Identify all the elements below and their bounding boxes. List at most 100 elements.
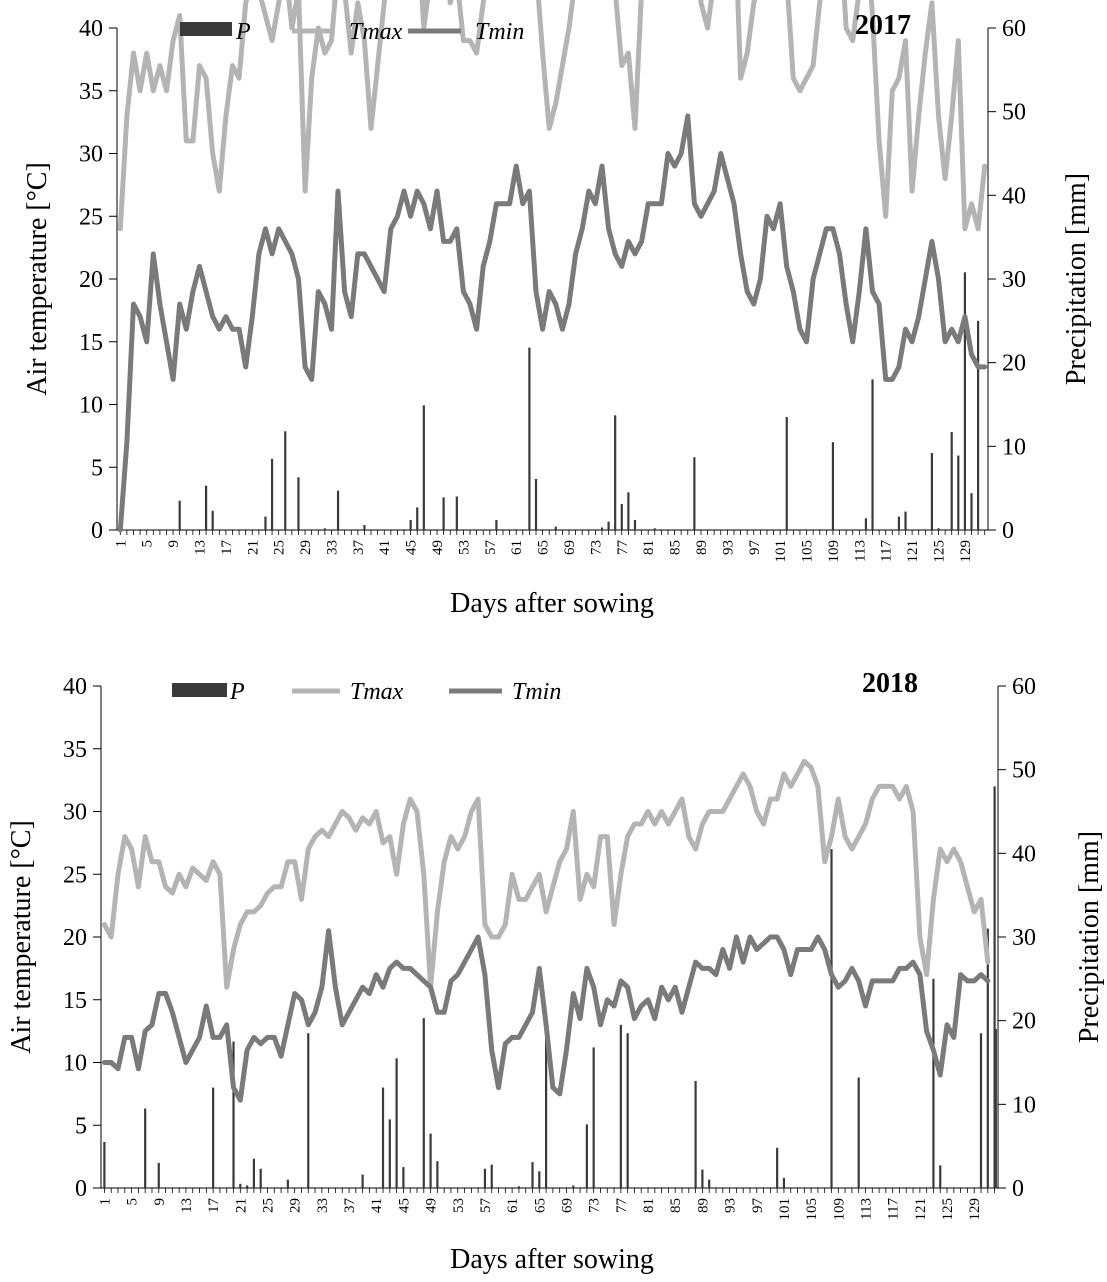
x-tick-label: 113 (852, 540, 868, 562)
precipitation-bar (963, 272, 967, 530)
x-tick-label: 105 (800, 540, 816, 563)
left-tick-label: 35 (63, 737, 87, 763)
x-tick-label: 85 (668, 1198, 684, 1213)
legend-p-swatch (180, 22, 232, 36)
x-tick-label: 97 (750, 1198, 766, 1214)
x-tick-label: 5 (140, 540, 156, 548)
precipitation-bar (490, 1164, 493, 1188)
x-tick-label: 21 (233, 1198, 249, 1213)
precipitation-bar (831, 442, 835, 530)
x-tick-label: 101 (773, 540, 789, 563)
x-tick-label: 101 (777, 1198, 793, 1221)
precipitation-bar (144, 1108, 147, 1188)
precipitation-bar (395, 1058, 398, 1188)
precipitation-bar (336, 490, 340, 530)
x-tick-label: 73 (588, 540, 604, 555)
precipitation-bar (620, 504, 623, 530)
x-tick-label: 113 (858, 1198, 874, 1220)
x-tick-label: 49 (430, 540, 446, 555)
left-tick-label: 20 (63, 925, 87, 951)
x-tick-label: 33 (315, 1198, 331, 1213)
precipitation-bar (619, 1024, 622, 1188)
x-tick-label: 29 (298, 540, 314, 555)
precipitation-bar (284, 431, 287, 530)
left-tick-label: 0 (75, 1176, 87, 1202)
precipitation-bar (545, 1018, 548, 1188)
left-tick-label: 30 (79, 142, 103, 168)
precipitation-bar (585, 1124, 588, 1188)
x-tick-label: 61 (505, 1198, 521, 1213)
x-tick-label: 81 (641, 540, 657, 555)
right-tick-label: 20 (1012, 1009, 1036, 1035)
right-tick-label: 50 (1012, 758, 1036, 784)
precipitation-bar (785, 417, 788, 530)
left-tick-label: 25 (79, 204, 103, 230)
legend-p-label: P (229, 679, 245, 705)
precipitation-bar (653, 528, 656, 530)
precipitation-bar (252, 1158, 255, 1188)
precipitation-bar (937, 528, 940, 530)
x-axis-title: Days after sowing (450, 588, 654, 619)
precipitation-bar (633, 519, 637, 530)
x-tick-label: 41 (369, 1198, 385, 1213)
precipitation-bar (264, 516, 267, 530)
x-tick-label: 17 (206, 1198, 222, 1214)
x-tick-label: 61 (509, 540, 525, 555)
left-tick-label: 40 (79, 16, 103, 42)
y-axis-title-right: Precipitation [mm] (1061, 173, 1092, 385)
precipitation-bar (259, 1168, 262, 1188)
precipitation-bar (592, 1047, 595, 1188)
left-tick-label: 20 (79, 267, 103, 293)
precipitation-bar (977, 320, 980, 530)
y-axis-title-right: Precipitation [mm] (1074, 831, 1105, 1043)
precipitation-bar (693, 457, 696, 530)
precipitation-bar (297, 477, 300, 530)
precipitation-bar (554, 526, 557, 530)
x-tick-label: 89 (694, 540, 710, 555)
tmin-line (117, 113, 988, 533)
x-tick-label: 1 (113, 540, 129, 548)
precipitation-bar (864, 518, 868, 530)
precipitation-bar (939, 1165, 942, 1188)
precipitation-bar (416, 507, 419, 530)
legend-tmin-label: Tmin (475, 19, 524, 45)
x-tick-label: 17 (219, 540, 235, 556)
precipitation-bar (429, 1133, 432, 1188)
precipitation-bar (993, 786, 996, 1188)
precipitation-bar (246, 1185, 249, 1188)
x-tick-label: 117 (879, 540, 895, 562)
x-tick-label: 121 (905, 540, 921, 563)
precipitation-bar (857, 1077, 860, 1188)
precipitation-bar (626, 1033, 629, 1188)
x-tick-label: 13 (179, 1198, 195, 1213)
tmin-line (101, 928, 991, 1103)
precipitation-bar (970, 493, 973, 530)
x-tick-label: 65 (536, 540, 552, 555)
x-tick-label: 77 (614, 1198, 630, 1214)
x-tick-label: 21 (245, 540, 261, 555)
x-tick-label: 9 (166, 540, 182, 548)
precipitation-bar (534, 478, 538, 530)
right-tick-label: 60 (1012, 674, 1036, 700)
x-tick-label: 25 (272, 540, 288, 555)
precipitation-bar (422, 405, 425, 530)
x-tick-label: 125 (932, 540, 948, 563)
x-tick-label: 41 (377, 540, 393, 555)
x-tick-label: 73 (587, 1198, 603, 1213)
legend-tmax-label: Tmax (350, 679, 404, 705)
precipitation-bar (286, 1179, 289, 1188)
x-tick-label: 57 (478, 1198, 494, 1214)
tmax-line (117, 0, 988, 232)
right-tick-label: 60 (1002, 16, 1026, 42)
precipitation-bar (436, 1161, 439, 1188)
precipitation-bar (442, 497, 445, 530)
x-tick-label: 129 (958, 540, 974, 563)
left-tick-label: 5 (75, 1113, 87, 1139)
precipitation-bar (483, 1168, 487, 1188)
precipitation-bar (572, 1185, 575, 1188)
x-tick-label: 105 (804, 1198, 820, 1221)
left-tick-label: 15 (79, 330, 103, 356)
x-tick-label: 1 (97, 1198, 113, 1206)
